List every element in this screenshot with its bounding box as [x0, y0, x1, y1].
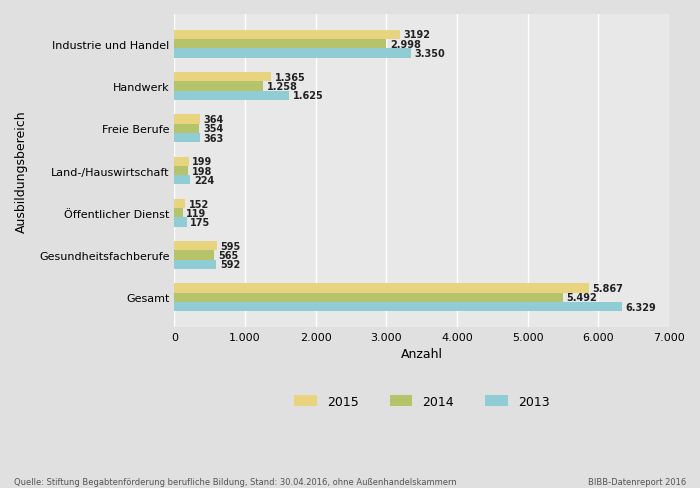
Bar	[174, 73, 271, 82]
Text: 592: 592	[220, 260, 240, 270]
Text: 119: 119	[186, 208, 206, 219]
Bar	[174, 242, 216, 251]
Bar	[174, 251, 214, 260]
Bar	[174, 293, 563, 303]
Text: 198: 198	[192, 166, 212, 176]
Text: 152: 152	[189, 199, 209, 209]
Bar	[174, 303, 622, 312]
Text: 1.625: 1.625	[293, 91, 323, 101]
Bar	[174, 91, 289, 101]
X-axis label: Anzahl: Anzahl	[401, 348, 443, 361]
Bar	[174, 115, 200, 124]
Bar	[174, 134, 200, 143]
Text: 595: 595	[220, 242, 240, 251]
Bar	[174, 176, 190, 185]
Bar	[174, 200, 186, 209]
Legend: 2015, 2014, 2013: 2015, 2014, 2013	[289, 390, 554, 413]
Bar	[174, 209, 183, 218]
Bar	[174, 124, 200, 134]
Text: 6.329: 6.329	[625, 302, 656, 312]
Text: 3192: 3192	[404, 30, 430, 40]
Bar	[174, 284, 589, 293]
Bar	[174, 157, 188, 166]
Text: 364: 364	[204, 115, 224, 124]
Text: 5.492: 5.492	[566, 293, 597, 303]
Text: 363: 363	[204, 133, 224, 143]
Bar	[174, 31, 400, 40]
Bar	[174, 166, 188, 176]
Text: 175: 175	[190, 218, 211, 228]
Text: 2.998: 2.998	[390, 40, 421, 49]
Text: Quelle: Stiftung Begabtenförderung berufliche Bildung, Stand: 30.04.2016, ohne A: Quelle: Stiftung Begabtenförderung beruf…	[14, 477, 456, 486]
Bar	[174, 82, 263, 91]
Text: 354: 354	[203, 124, 223, 134]
Text: 1.365: 1.365	[274, 72, 305, 82]
Bar	[174, 49, 411, 59]
Y-axis label: Ausbildungsbereich: Ausbildungsbereich	[15, 110, 28, 232]
Text: BIBB-Datenreport 2016: BIBB-Datenreport 2016	[588, 477, 686, 486]
Text: 199: 199	[192, 157, 212, 167]
Text: 3.350: 3.350	[414, 49, 445, 59]
Text: 565: 565	[218, 251, 238, 261]
Text: 224: 224	[194, 176, 214, 185]
Text: 1.258: 1.258	[267, 82, 298, 92]
Bar	[174, 218, 187, 227]
Bar	[174, 40, 386, 49]
Text: 5.867: 5.867	[593, 284, 624, 294]
Bar	[174, 260, 216, 269]
